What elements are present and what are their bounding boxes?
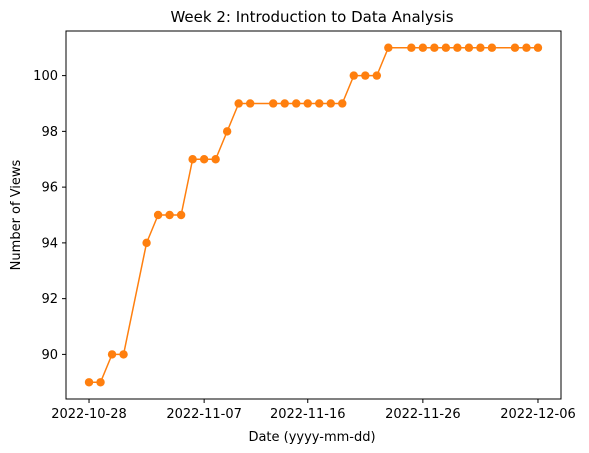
data-point	[350, 71, 358, 79]
data-point	[465, 44, 473, 52]
chart-title: Week 2: Introduction to Data Analysis	[170, 8, 453, 26]
data-point	[453, 44, 461, 52]
data-point	[188, 155, 196, 163]
data-point	[407, 44, 415, 52]
data-point	[522, 44, 530, 52]
data-point	[488, 44, 496, 52]
series-layer	[85, 44, 542, 387]
data-point	[315, 99, 323, 107]
data-point	[96, 378, 104, 386]
y-axis-label: Number of Views	[9, 159, 24, 270]
data-point	[211, 155, 219, 163]
x-tick-label: 2022-11-26	[385, 407, 461, 422]
x-tick-label: 2022-12-06	[500, 407, 576, 422]
y-tick-label: 100	[33, 69, 58, 84]
data-point	[246, 99, 254, 107]
y-tick-label: 94	[41, 236, 58, 251]
data-point	[165, 211, 173, 219]
plot-frame	[66, 31, 561, 399]
data-point	[281, 99, 289, 107]
data-point	[304, 99, 312, 107]
x-tick-label: 2022-11-07	[166, 407, 242, 422]
data-point	[534, 44, 542, 52]
x-axis-label: Date (yyyy-mm-dd)	[248, 430, 375, 445]
data-point	[200, 155, 208, 163]
data-point	[327, 99, 335, 107]
x-tick-label: 2022-11-16	[270, 407, 346, 422]
data-point	[154, 211, 162, 219]
data-point	[177, 211, 185, 219]
data-point	[223, 127, 231, 135]
data-point	[338, 99, 346, 107]
data-point	[511, 44, 519, 52]
data-point	[269, 99, 277, 107]
data-point	[361, 71, 369, 79]
data-point	[373, 71, 381, 79]
data-point	[292, 99, 300, 107]
plot-axes: 2022-10-28 2022-11-07 2022-11-16 2022-11-26…	[33, 31, 576, 422]
data-point	[142, 239, 150, 247]
y-tick-label: 90	[41, 348, 58, 363]
data-point	[85, 378, 93, 386]
data-point	[476, 44, 484, 52]
y-tick-label: 92	[41, 292, 58, 307]
data-point	[108, 350, 116, 358]
y-tick-label: 96	[41, 181, 58, 196]
data-point	[234, 99, 242, 107]
y-tick-label: 98	[41, 125, 58, 140]
data-point	[430, 44, 438, 52]
x-tick-label: 2022-10-28	[51, 407, 127, 422]
data-point	[384, 44, 392, 52]
data-point	[442, 44, 450, 52]
data-point	[419, 44, 427, 52]
data-point	[119, 350, 127, 358]
